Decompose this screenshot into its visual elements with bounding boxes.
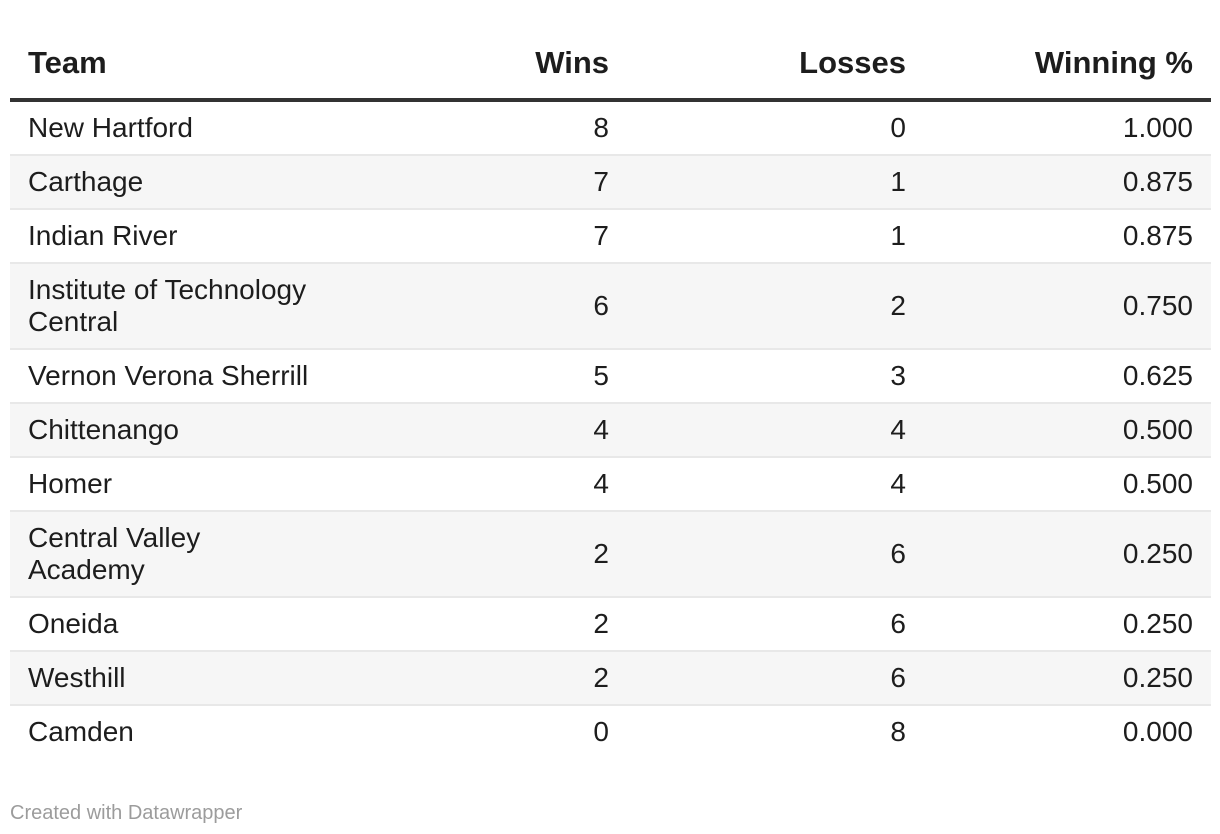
table-row: Westhill 2 6 0.250 [10, 651, 1211, 706]
losses-cell: 6 [627, 597, 924, 652]
losses-cell: 1 [627, 209, 924, 264]
table-row: Vernon Verona Sherrill 5 3 0.625 [10, 349, 1211, 404]
table-header-row: Team Wins Losses Winning % [10, 26, 1211, 102]
winning-pct-cell: 0.500 [924, 457, 1211, 512]
wins-cell: 6 [460, 263, 627, 350]
losses-cell: 6 [627, 651, 924, 706]
winning-pct-cell: 0.500 [924, 403, 1211, 458]
table-body: New Hartford 8 0 1.000 Carthage 7 1 0.87… [10, 100, 1211, 758]
datawrapper-credit-link[interactable]: Created with Datawrapper [10, 802, 243, 824]
winning-pct-cell: 0.250 [924, 597, 1211, 652]
team-cell: Chittenango [10, 403, 460, 458]
losses-cell: 1 [627, 155, 924, 210]
wins-cell: 5 [460, 349, 627, 404]
team-cell: Central Valley Academy [10, 511, 460, 598]
column-header-wins: Wins [460, 26, 627, 102]
losses-cell: 8 [890, 716, 906, 747]
winning-pct-cell: 0.000 [1122, 716, 1193, 747]
team-cell: Homer [10, 457, 460, 512]
wins-cell: 7 [460, 155, 627, 210]
table-row: Camden 0 8 0.000 [10, 705, 1211, 758]
table-row: Central Valley Academy 2 6 0.250 [10, 511, 1211, 598]
winning-pct-cell: 0.750 [924, 263, 1211, 350]
losses-cell: 3 [627, 349, 924, 404]
losses-cell: 0 [627, 100, 924, 156]
wins-cell: 2 [460, 511, 627, 598]
table-row: Institute of Technology Central 6 2 0.75… [10, 263, 1211, 350]
team-cell: Vernon Verona Sherrill [10, 349, 460, 404]
column-header-losses: Losses [627, 26, 924, 102]
wins-cell: 7 [460, 209, 627, 264]
winning-pct-cell: 0.875 [924, 155, 1211, 210]
winning-pct-cell: 0.250 [924, 511, 1211, 598]
table-row: Homer 4 4 0.500 [10, 457, 1211, 512]
column-header-winning-pct: Winning % [924, 26, 1211, 102]
winning-pct-cell: 1.000 [924, 100, 1211, 156]
table-row: Chittenango 4 4 0.500 [10, 403, 1211, 458]
winning-pct-cell: 0.250 [924, 651, 1211, 706]
standings-table: Team Wins Losses Winning % New Hartford … [10, 26, 1211, 758]
wins-cell: 8 [460, 100, 627, 156]
wins-cell: 4 [460, 457, 627, 512]
team-cell: Carthage [10, 155, 460, 210]
wins-cell: 4 [460, 403, 627, 458]
losses-cell: 6 [627, 511, 924, 598]
losses-cell: 4 [627, 457, 924, 512]
column-header-team: Team [10, 26, 460, 102]
losses-cell: 4 [627, 403, 924, 458]
wins-cell: 0 [593, 716, 609, 747]
team-cell: Institute of Technology Central [10, 263, 460, 350]
wins-cell: 2 [460, 597, 627, 652]
winning-pct-cell: 0.625 [924, 349, 1211, 404]
team-cell: Westhill [10, 651, 460, 706]
losses-cell: 2 [627, 263, 924, 350]
table-row: New Hartford 8 0 1.000 [10, 100, 1211, 156]
team-cell: Indian River [10, 209, 460, 264]
team-cell: New Hartford [10, 100, 460, 156]
winning-pct-cell: 0.875 [924, 209, 1211, 264]
table-row: Oneida 2 6 0.250 [10, 597, 1211, 652]
table-row: Indian River 7 1 0.875 [10, 209, 1211, 264]
team-cell: Camden [28, 716, 134, 747]
wins-cell: 2 [460, 651, 627, 706]
table-row: Carthage 7 1 0.875 [10, 155, 1211, 210]
team-cell: Oneida [10, 597, 460, 652]
